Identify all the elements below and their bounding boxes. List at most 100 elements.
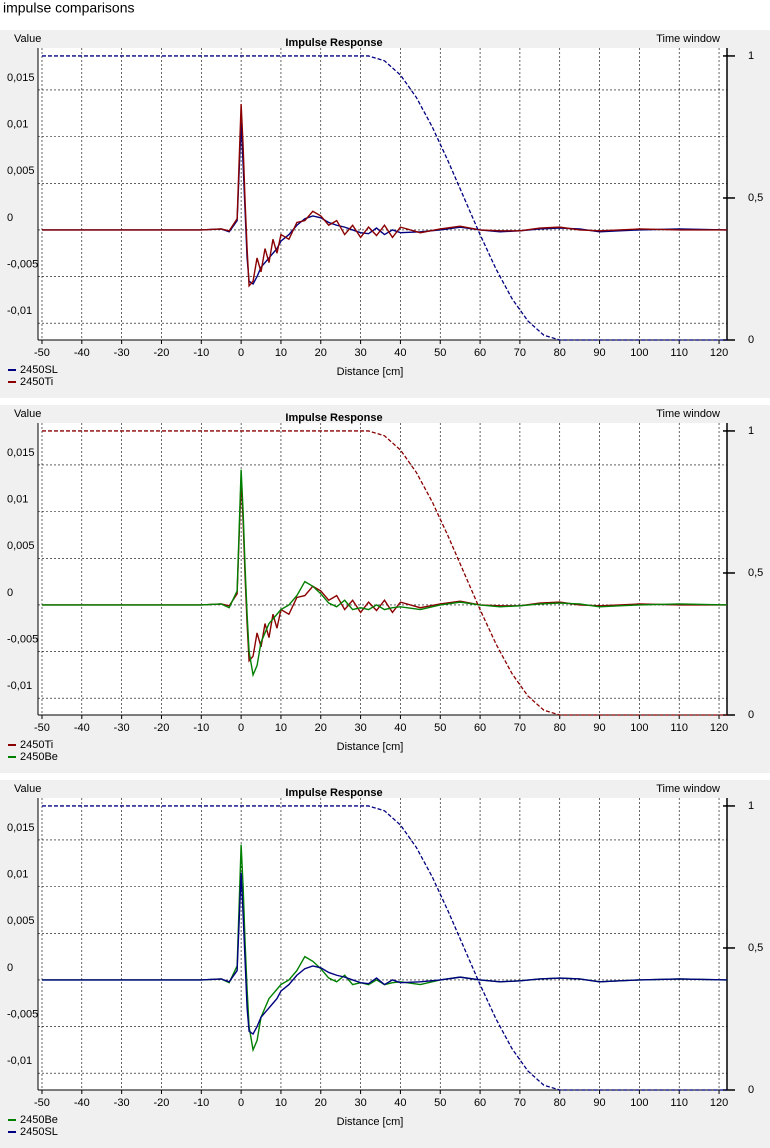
x-tick-label: 60 bbox=[474, 722, 486, 734]
y2-tick-label: 0,5 bbox=[748, 192, 763, 204]
window-line bbox=[41, 430, 727, 716]
x-tick-label: -50 bbox=[34, 347, 50, 359]
x-tick-label: 10 bbox=[275, 347, 287, 359]
y-tick-label: 0 bbox=[7, 587, 13, 599]
x-tick-label: 0 bbox=[238, 1097, 244, 1109]
x-tick-label: 40 bbox=[394, 347, 406, 359]
x-tick-label: 50 bbox=[434, 722, 446, 734]
legend-label: 2450SL bbox=[20, 364, 58, 376]
window-line bbox=[41, 55, 727, 341]
x-tick-label: 120 bbox=[710, 1097, 728, 1109]
x-tick-label: 110 bbox=[670, 1097, 688, 1109]
x-tick-label: 20 bbox=[315, 1097, 327, 1109]
x-tick-label: 60 bbox=[474, 347, 486, 359]
x-tick-label: -20 bbox=[154, 347, 170, 359]
series-line bbox=[41, 103, 727, 288]
x-tick-label: 40 bbox=[394, 1097, 406, 1109]
x-tick-label: 30 bbox=[354, 1097, 366, 1109]
y2-tick-label: 0,5 bbox=[748, 942, 763, 954]
x-tick-label: 20 bbox=[315, 347, 327, 359]
y-axis-label: Value bbox=[14, 33, 41, 45]
x-tick-label: -40 bbox=[74, 1097, 90, 1109]
y2-tick-label: 1 bbox=[748, 50, 754, 62]
x-tick-label: -10 bbox=[193, 1097, 209, 1109]
y-tick-label: 0,015 bbox=[7, 822, 35, 834]
series-line bbox=[41, 469, 728, 678]
y-tick-label: 0 bbox=[7, 212, 13, 224]
page-title: impulse comparisons bbox=[3, 0, 135, 16]
y-tick-label: 0,015 bbox=[7, 447, 35, 459]
x-tick-label: 50 bbox=[434, 347, 446, 359]
x-tick-label: 40 bbox=[394, 722, 406, 734]
x-tick-label: 50 bbox=[434, 1097, 446, 1109]
x-tick-label: 80 bbox=[554, 722, 566, 734]
x-tick-label: -10 bbox=[193, 347, 209, 359]
x-tick-label: 0 bbox=[238, 347, 244, 359]
x-axis-label: Distance [cm] bbox=[337, 366, 404, 378]
legend-label: 2450SL bbox=[20, 1126, 58, 1138]
x-tick-label: 80 bbox=[554, 1097, 566, 1109]
x-tick-label: 70 bbox=[514, 347, 526, 359]
x-tick-label: 90 bbox=[593, 347, 605, 359]
y2-tick-label: 1 bbox=[748, 800, 754, 812]
x-tick-label: 100 bbox=[630, 722, 648, 734]
x-tick-label: -40 bbox=[74, 347, 90, 359]
chart-title: Impulse Response bbox=[285, 412, 382, 424]
series-line bbox=[41, 872, 728, 1036]
y2-tick-label: 1 bbox=[748, 425, 754, 437]
y-tick-label: 0,01 bbox=[7, 119, 28, 131]
x-tick-label: 90 bbox=[593, 722, 605, 734]
y2-axis-label: Time window bbox=[656, 408, 720, 420]
legend-label: 2450Be bbox=[20, 1114, 58, 1126]
y-tick-label: 0,005 bbox=[7, 540, 35, 552]
y-tick-label: 0,01 bbox=[7, 494, 28, 506]
y-tick-label: -0,01 bbox=[7, 305, 32, 317]
y2-tick-label: 0,5 bbox=[748, 567, 763, 579]
x-tick-label: -40 bbox=[74, 722, 90, 734]
legend-label: 2450Ti bbox=[20, 739, 53, 751]
chart-title: Impulse Response bbox=[285, 787, 382, 799]
y-tick-label: -0,01 bbox=[7, 680, 32, 692]
y2-axis-label: Time window bbox=[656, 783, 720, 795]
window-line bbox=[41, 805, 727, 1091]
legend-label: 2450Ti bbox=[20, 376, 53, 388]
plot-area bbox=[38, 423, 727, 715]
x-tick-label: 70 bbox=[514, 1097, 526, 1109]
x-tick-label: -20 bbox=[154, 722, 170, 734]
y-axis-label: Value bbox=[14, 408, 41, 420]
x-tick-label: 80 bbox=[554, 347, 566, 359]
y-tick-label: -0,005 bbox=[7, 1008, 38, 1020]
x-tick-label: 110 bbox=[670, 347, 688, 359]
x-tick-label: 70 bbox=[514, 722, 526, 734]
y-tick-label: 0,005 bbox=[7, 165, 35, 177]
x-tick-label: -10 bbox=[193, 722, 209, 734]
x-axis-label: Distance [cm] bbox=[337, 741, 404, 753]
x-axis-label: Distance [cm] bbox=[337, 1116, 404, 1128]
y-tick-label: 0,005 bbox=[7, 915, 35, 927]
x-tick-label: 30 bbox=[354, 722, 366, 734]
y2-tick-label: 0 bbox=[748, 709, 754, 721]
x-tick-label: 60 bbox=[474, 1097, 486, 1109]
x-tick-label: 0 bbox=[238, 722, 244, 734]
x-tick-label: 100 bbox=[630, 347, 648, 359]
x-tick-label: 120 bbox=[710, 347, 728, 359]
x-tick-label: 10 bbox=[275, 1097, 287, 1109]
x-tick-label: 100 bbox=[630, 1097, 648, 1109]
x-tick-label: 110 bbox=[670, 722, 688, 734]
y-tick-label: 0,01 bbox=[7, 869, 28, 881]
x-tick-label: 30 bbox=[354, 347, 366, 359]
plot-area bbox=[38, 798, 727, 1090]
x-tick-label: -20 bbox=[154, 1097, 170, 1109]
chart-title: Impulse Response bbox=[285, 37, 382, 49]
y-tick-label: -0,005 bbox=[7, 258, 38, 270]
x-tick-label: -50 bbox=[34, 1097, 50, 1109]
legend-label: 2450Be bbox=[20, 751, 58, 763]
x-tick-label: 10 bbox=[275, 722, 287, 734]
x-tick-label: 120 bbox=[710, 722, 728, 734]
y-tick-label: 0 bbox=[7, 962, 13, 974]
x-tick-label: 90 bbox=[593, 1097, 605, 1109]
x-tick-label: -50 bbox=[34, 722, 50, 734]
y-tick-label: 0,015 bbox=[7, 72, 35, 84]
x-tick-label: -30 bbox=[114, 1097, 130, 1109]
